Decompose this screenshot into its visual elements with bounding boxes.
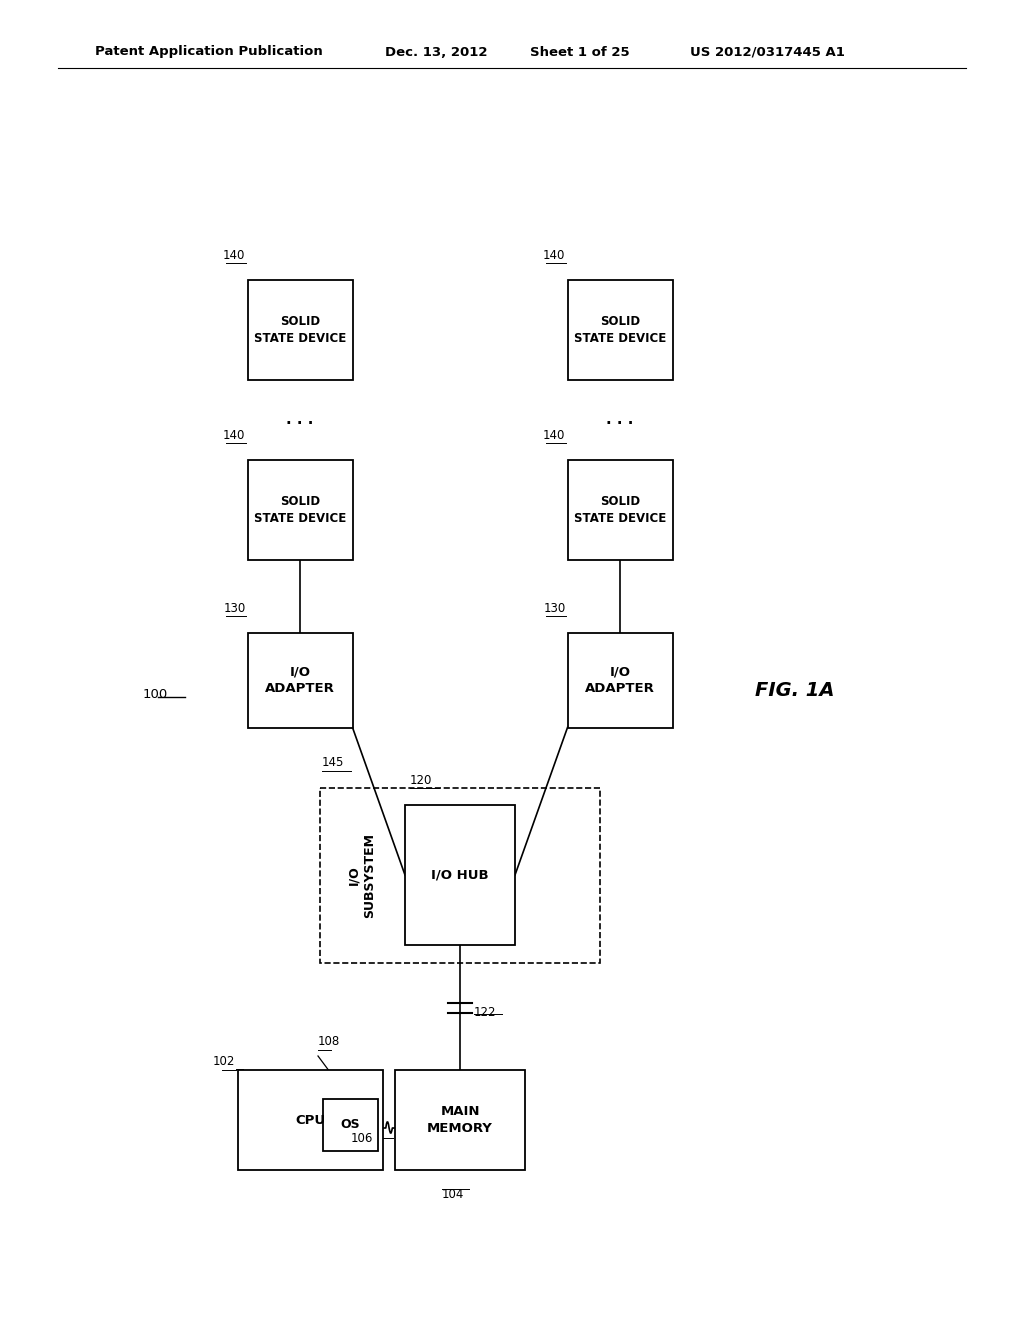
Bar xyxy=(319,788,600,962)
Text: I/O
SUBSYSTEM: I/O SUBSYSTEM xyxy=(347,833,377,917)
Text: I/O
ADAPTER: I/O ADAPTER xyxy=(265,665,335,694)
Bar xyxy=(238,1071,383,1170)
Bar xyxy=(567,632,673,727)
Bar xyxy=(567,459,673,560)
Text: 120: 120 xyxy=(410,774,432,787)
Text: 106: 106 xyxy=(350,1131,373,1144)
Text: 140: 140 xyxy=(223,429,246,442)
Text: . . .: . . . xyxy=(287,412,313,428)
Text: 102: 102 xyxy=(213,1055,236,1068)
Text: 130: 130 xyxy=(544,602,565,615)
Text: SOLID
STATE DEVICE: SOLID STATE DEVICE xyxy=(254,315,346,345)
Text: 130: 130 xyxy=(223,602,246,615)
Bar xyxy=(248,459,352,560)
Text: Sheet 1 of 25: Sheet 1 of 25 xyxy=(530,45,630,58)
Text: SOLID
STATE DEVICE: SOLID STATE DEVICE xyxy=(573,495,667,525)
Text: SOLID
STATE DEVICE: SOLID STATE DEVICE xyxy=(254,495,346,525)
Text: OS: OS xyxy=(340,1118,359,1131)
Text: 140: 140 xyxy=(543,429,565,442)
Bar xyxy=(567,280,673,380)
Text: SOLID
STATE DEVICE: SOLID STATE DEVICE xyxy=(573,315,667,345)
Bar xyxy=(395,1071,525,1170)
Text: 100: 100 xyxy=(142,689,168,701)
Text: MAIN
MEMORY: MAIN MEMORY xyxy=(427,1105,493,1135)
Text: . . .: . . . xyxy=(606,412,634,428)
Text: 108: 108 xyxy=(318,1035,340,1048)
Text: CPU: CPU xyxy=(295,1114,325,1126)
Text: Dec. 13, 2012: Dec. 13, 2012 xyxy=(385,45,487,58)
Text: I/O HUB: I/O HUB xyxy=(431,869,488,882)
Text: 122: 122 xyxy=(474,1006,497,1019)
Bar xyxy=(248,280,352,380)
Text: Patent Application Publication: Patent Application Publication xyxy=(95,45,323,58)
Bar xyxy=(406,805,515,945)
Text: FIG. 1A: FIG. 1A xyxy=(755,681,835,700)
Text: 140: 140 xyxy=(543,249,565,261)
Text: 104: 104 xyxy=(442,1188,464,1201)
Bar xyxy=(323,1100,378,1151)
Text: I/O
ADAPTER: I/O ADAPTER xyxy=(585,665,655,694)
Text: 145: 145 xyxy=(322,756,344,770)
Text: US 2012/0317445 A1: US 2012/0317445 A1 xyxy=(690,45,845,58)
Text: 140: 140 xyxy=(223,249,246,261)
Bar xyxy=(248,632,352,727)
